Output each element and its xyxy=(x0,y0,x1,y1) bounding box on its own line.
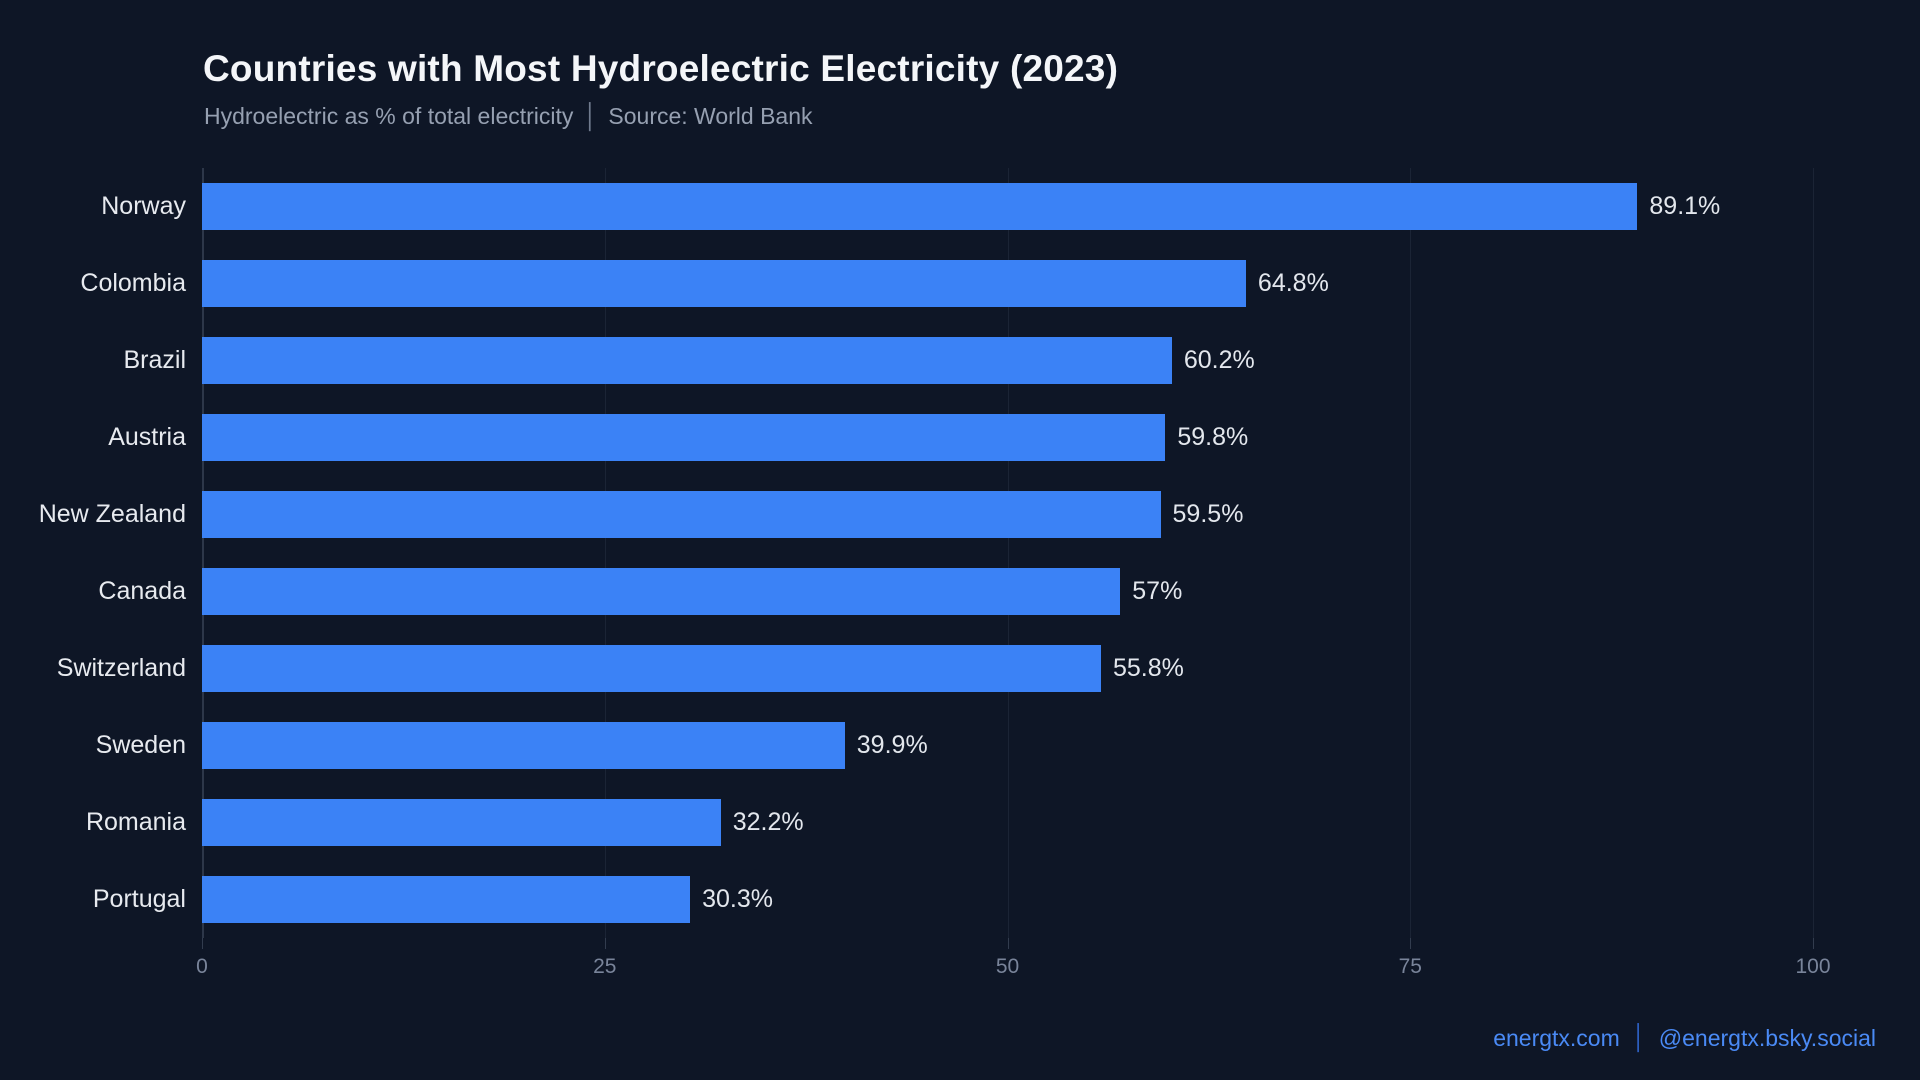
value-label: 59.5% xyxy=(1172,500,1244,528)
axis-tick xyxy=(202,938,203,949)
value-label: 60.2% xyxy=(1183,346,1255,374)
bar-rows: Norway 89.1% Colombia 64.8% Brazil 60.2% Austr… xyxy=(0,168,1920,938)
subtitle-separator: │ xyxy=(583,103,599,130)
footer-separator: │ xyxy=(1631,1024,1647,1051)
axis-tick-label: 100 xyxy=(1795,955,1831,978)
country-label: Sweden xyxy=(95,731,186,759)
value-label: 57% xyxy=(1132,577,1183,605)
bar[interactable] xyxy=(202,568,1121,615)
value-label: 55.8% xyxy=(1112,654,1184,682)
bar-row: New Zealand 59.5% xyxy=(0,476,1920,553)
bar[interactable] xyxy=(202,260,1246,307)
axis-tick xyxy=(1813,938,1814,949)
x-axis: 0 25 50 75 100 xyxy=(196,938,1831,998)
axis-tick-label: 75 xyxy=(1398,955,1422,978)
value-label: 89.1% xyxy=(1649,192,1721,220)
bar[interactable] xyxy=(202,183,1638,230)
bar[interactable] xyxy=(202,876,691,923)
axis-tick-label: 50 xyxy=(995,955,1020,978)
chart-subtitle: Hydroelectric as % of total electricity │… xyxy=(204,103,813,131)
bar[interactable] xyxy=(202,645,1101,692)
axis-tick xyxy=(604,938,606,949)
country-label: Colombia xyxy=(80,269,186,297)
value-label: 39.9% xyxy=(856,731,928,759)
bar[interactable] xyxy=(202,491,1161,538)
bar[interactable] xyxy=(202,722,845,769)
bar[interactable] xyxy=(202,337,1172,384)
bar-row: Colombia 64.8% xyxy=(0,245,1920,322)
value-label: 64.8% xyxy=(1257,269,1329,297)
country-label: Portugal xyxy=(92,885,186,913)
bar-row: Austria 59.8% xyxy=(0,399,1920,476)
value-label: 32.2% xyxy=(732,808,804,836)
y-axis-line xyxy=(202,168,204,938)
country-label: Canada xyxy=(98,577,186,605)
gridline-100 xyxy=(1813,168,1814,938)
value-label: 30.3% xyxy=(702,885,774,913)
page-title: Countries with Most Hydroelectric Electr… xyxy=(203,48,1119,89)
footer: energtx.com │ @energtx.bsky.social xyxy=(1493,1024,1876,1052)
bar-row: Portugal 30.3% xyxy=(0,861,1920,938)
grid-layer xyxy=(202,168,1814,938)
footer-handle-link[interactable]: @energtx.bsky.social xyxy=(1658,1024,1876,1051)
bar-row: Switzerland 55.8% xyxy=(0,630,1920,707)
axis-tick xyxy=(1007,938,1009,949)
subtitle-text: Hydroelectric as % of total electricity xyxy=(204,103,574,129)
subtitle-source: Source: World Bank xyxy=(608,103,813,129)
axis-tick xyxy=(1410,938,1412,949)
country-label: New Zealand xyxy=(38,500,186,528)
gridline-75 xyxy=(1410,168,1412,938)
country-label: Brazil xyxy=(123,346,186,374)
bar-row: Norway 89.1% xyxy=(0,168,1920,245)
country-label: Norway xyxy=(101,192,186,220)
value-label: 59.8% xyxy=(1177,423,1249,451)
bar[interactable] xyxy=(202,799,721,846)
footer-site-link[interactable]: energtx.com xyxy=(1493,1024,1620,1051)
country-label: Austria xyxy=(108,423,186,451)
bar-row: Sweden 39.9% xyxy=(0,707,1920,784)
bar-row: Brazil 60.2% xyxy=(0,322,1920,399)
bar[interactable] xyxy=(202,414,1166,461)
country-label: Switzerland xyxy=(56,654,186,682)
axis-tick-label: 0 xyxy=(196,955,208,978)
bar-row: Canada 57% xyxy=(0,553,1920,630)
plot-area: Norway 89.1% Colombia 64.8% Brazil 60.2% Austr… xyxy=(0,168,1920,938)
gridline-50 xyxy=(1007,168,1009,938)
bar-row: Romania 32.2% xyxy=(0,784,1920,861)
gridline-25 xyxy=(604,168,606,938)
axis-tick-label: 25 xyxy=(593,955,617,978)
country-label: Romania xyxy=(85,808,186,836)
